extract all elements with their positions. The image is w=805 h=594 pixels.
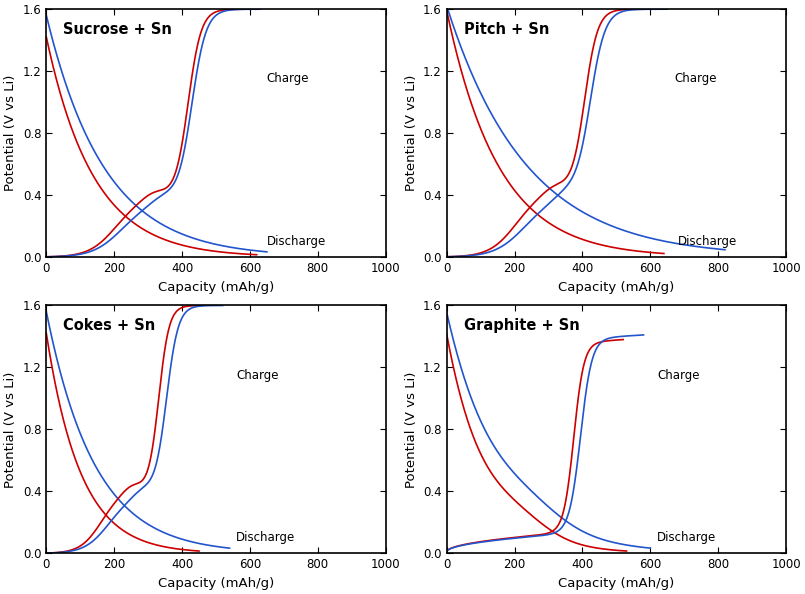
Y-axis label: Potential (V vs Li): Potential (V vs Li) — [4, 75, 17, 191]
Text: Sucrose + Sn: Sucrose + Sn — [64, 21, 172, 37]
Text: Discharge: Discharge — [237, 532, 295, 545]
X-axis label: Capacity (mAh/g): Capacity (mAh/g) — [558, 280, 675, 293]
Text: Discharge: Discharge — [678, 235, 737, 248]
Text: Cokes + Sn: Cokes + Sn — [64, 318, 155, 333]
X-axis label: Capacity (mAh/g): Capacity (mAh/g) — [558, 577, 675, 590]
Text: Discharge: Discharge — [267, 235, 326, 248]
Text: Discharge: Discharge — [657, 532, 716, 545]
Y-axis label: Potential (V vs Li): Potential (V vs Li) — [4, 371, 17, 488]
X-axis label: Capacity (mAh/g): Capacity (mAh/g) — [158, 577, 274, 590]
Y-axis label: Potential (V vs Li): Potential (V vs Li) — [405, 75, 418, 191]
Text: Charge: Charge — [674, 72, 716, 86]
Text: Charge: Charge — [267, 72, 309, 86]
Text: Graphite + Sn: Graphite + Sn — [464, 318, 580, 333]
Text: Charge: Charge — [237, 369, 279, 382]
Y-axis label: Potential (V vs Li): Potential (V vs Li) — [405, 371, 418, 488]
Text: Charge: Charge — [657, 369, 700, 382]
X-axis label: Capacity (mAh/g): Capacity (mAh/g) — [158, 280, 274, 293]
Text: Pitch + Sn: Pitch + Sn — [464, 21, 549, 37]
